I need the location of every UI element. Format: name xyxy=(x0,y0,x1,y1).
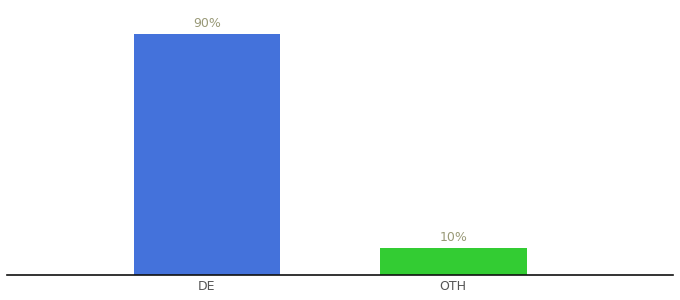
Bar xyxy=(380,248,526,275)
Text: 10%: 10% xyxy=(439,231,467,244)
Text: 90%: 90% xyxy=(193,17,221,30)
Bar xyxy=(133,34,280,275)
